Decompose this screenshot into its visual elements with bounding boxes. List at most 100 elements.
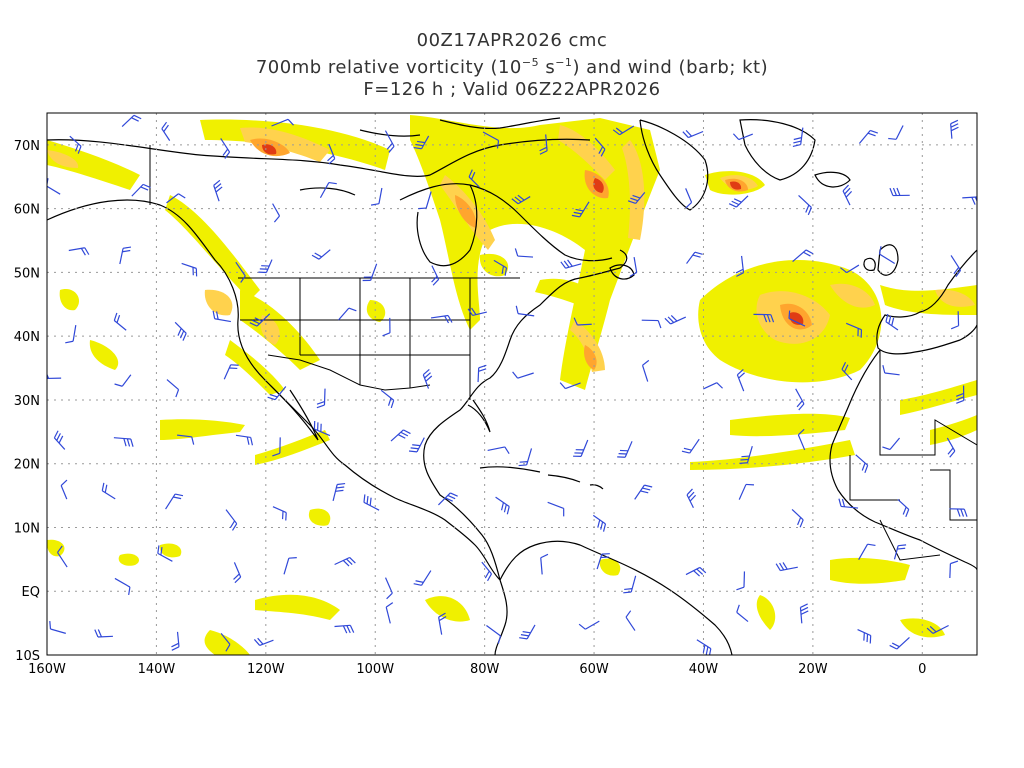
wind-barb — [174, 321, 187, 341]
wind-barb — [283, 557, 297, 575]
longitude-tick-label: 20W — [798, 662, 828, 677]
wind-barb — [950, 255, 962, 278]
wind-barb — [467, 307, 487, 317]
wind-barb — [272, 203, 281, 223]
wind-barb — [101, 482, 116, 500]
wind-barb — [573, 439, 589, 457]
longitude-tick-label: 80W — [470, 662, 500, 677]
wind-barb — [316, 388, 326, 409]
latitude-tick-label: 60N — [14, 203, 40, 218]
longitude-tick-label: 140W — [138, 662, 176, 677]
wind-barb — [514, 248, 534, 258]
wind-barb — [220, 138, 231, 159]
wind-barb — [736, 604, 749, 623]
wind-barb — [841, 361, 853, 381]
wind-barb — [165, 493, 184, 510]
wind-barb — [213, 179, 223, 202]
political-borders — [149, 145, 977, 561]
wind-barb — [949, 560, 959, 579]
wind-barb — [94, 629, 113, 638]
wind-barb — [382, 317, 391, 337]
wind-barb — [539, 134, 548, 155]
wind-barb — [69, 135, 82, 154]
wind-barb — [515, 305, 535, 317]
latitude-tick-label: 20N — [14, 458, 40, 473]
wind-barb — [681, 438, 700, 454]
wind-barb — [878, 246, 895, 264]
wind-barb — [311, 249, 331, 260]
latitude-tick-label: EQ — [22, 585, 40, 600]
wind-barb — [68, 247, 90, 256]
wind-barb — [60, 479, 68, 500]
wind-barb — [362, 263, 378, 282]
wind-barb — [233, 562, 242, 584]
wind-barbs — [47, 114, 977, 655]
vorticity-shading-max — [262, 144, 804, 325]
wind-barb — [113, 312, 127, 331]
wind-barb — [889, 187, 910, 197]
wind-barb — [225, 509, 238, 531]
wind-barb — [596, 553, 610, 570]
wind-barb — [732, 133, 753, 141]
wind-barb — [267, 386, 287, 401]
wind-barb — [753, 313, 775, 323]
wind-barb — [547, 501, 565, 517]
wind-barb — [625, 610, 636, 631]
wind-barb — [858, 129, 878, 144]
wind-barb — [487, 446, 510, 455]
wind-barb — [121, 114, 142, 128]
wind-barb — [57, 545, 68, 568]
wind-barb — [468, 169, 480, 188]
wind-barb — [540, 553, 549, 575]
wind-barb — [408, 437, 425, 453]
wind-barb — [519, 624, 536, 640]
wind-barb — [950, 119, 959, 139]
wind-barb — [438, 612, 447, 635]
wind-barb — [235, 434, 254, 446]
wind-barb — [641, 319, 662, 329]
wind-barb — [223, 364, 239, 380]
wind-barb — [430, 314, 453, 324]
wind-barb — [623, 575, 637, 594]
wind-barb — [384, 130, 395, 153]
wind-barb — [893, 544, 907, 560]
wind-barb — [592, 514, 607, 532]
wind-barb — [617, 441, 633, 458]
wind-barb — [413, 135, 430, 150]
latitude-tick-label: 50N — [14, 266, 40, 281]
wind-barb — [253, 637, 274, 646]
wind-barb — [113, 437, 134, 447]
wind-barb — [481, 561, 493, 582]
wind-barb — [838, 498, 859, 509]
wind-barb — [686, 251, 703, 264]
wind-barb — [495, 496, 510, 515]
wind-barb — [855, 454, 869, 474]
wind-barb — [885, 313, 899, 331]
latitude-labels: 70N 60N 50N 40N 30N 20N 10N EQ 10S — [14, 139, 40, 664]
wind-barb — [950, 311, 960, 330]
title-field-mid: s — [539, 57, 556, 78]
wind-barb — [334, 624, 355, 634]
wind-barb — [685, 566, 707, 577]
wind-barb — [47, 373, 62, 380]
wind-barb — [338, 307, 357, 321]
wind-barb — [181, 262, 198, 277]
wind-barb — [390, 429, 411, 442]
wind-barb — [235, 261, 246, 283]
title-field-suffix: ) and wind (barb; kt) — [572, 57, 769, 78]
wind-barb — [560, 259, 582, 269]
title-exponent-2: −1 — [555, 56, 573, 69]
wind-barb — [212, 310, 231, 323]
wind-barb — [792, 249, 814, 263]
wind-barb — [738, 483, 755, 500]
wind-barb — [795, 388, 805, 411]
wind-barb — [735, 255, 745, 277]
wind-barb — [363, 494, 380, 511]
wind-barb — [629, 256, 638, 278]
wind-barb — [384, 577, 393, 600]
graticule — [47, 113, 977, 655]
latitude-tick-label: 10S — [15, 649, 40, 664]
longitude-labels: 160W 140W 120W 100W 80W 60W 40W 20W 0 — [28, 662, 926, 677]
wind-barb — [114, 374, 132, 387]
